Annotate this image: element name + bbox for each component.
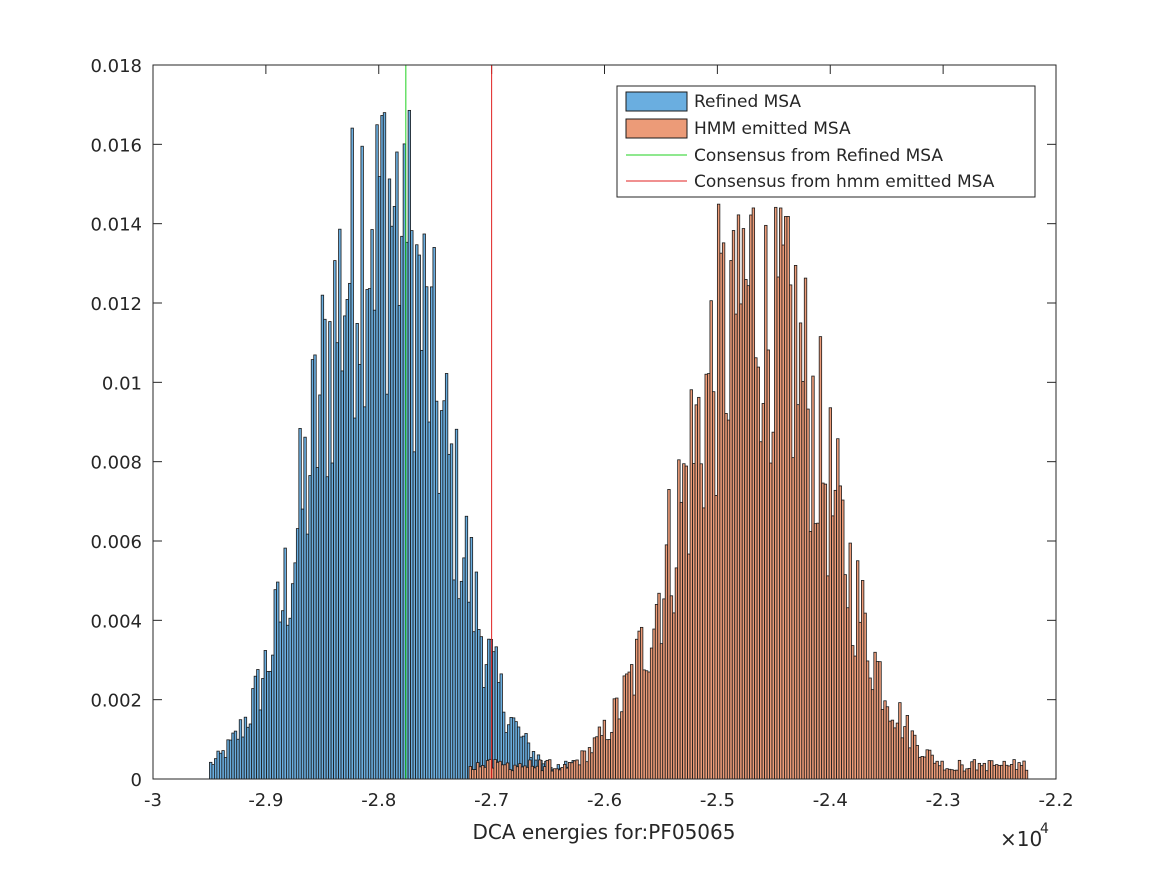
y-tick-label: 0.01 <box>102 373 142 394</box>
legend-swatch-hmm <box>625 118 688 139</box>
legend: Refined MSA HMM emitted MSA Consensus fr… <box>616 85 1036 198</box>
x-tick-label: -2.8 <box>361 790 396 811</box>
y-tick-label: 0.018 <box>90 56 142 77</box>
y-tick-label: 0.008 <box>90 453 142 474</box>
x-exponent: ×10 4 <box>1000 821 1049 851</box>
y-tick-label: 0.016 <box>90 135 142 156</box>
y-tick-labels: 0 0.002 0.004 0.006 0.008 0.01 0.012 0.014 0.016… <box>90 56 142 791</box>
refined-msa-bars <box>209 109 578 780</box>
x-tick-labels: -3 -2.9 -2.8 -2.7 -2.6 -2.5 -2.4 -2.3 -2.2 <box>144 790 1074 811</box>
y-tick-label: 0 <box>131 770 142 791</box>
x-tick-label: -2.6 <box>587 790 622 811</box>
legend-label-consensus-hmm: Consensus from hmm emitted MSA <box>694 172 995 192</box>
x-tick-label: -2.2 <box>1038 790 1073 811</box>
x-axis-label: DCA energies for:PF05065 <box>473 820 736 844</box>
y-tick-label: 0.014 <box>90 215 142 236</box>
hmm-msa-bar <box>1024 769 1029 780</box>
plot-frame <box>152 64 1057 780</box>
legend-swatch-refined <box>625 91 688 112</box>
y-tick-label: 0.004 <box>90 611 142 632</box>
x-tick-label: -2.4 <box>813 790 848 811</box>
legend-label-consensus-refined: Consensus from Refined MSA <box>694 146 943 166</box>
x-exponent-power: 4 <box>1040 821 1049 837</box>
x-tick-label: -2.3 <box>926 790 961 811</box>
legend-label-hmm: HMM emitted MSA <box>694 119 851 139</box>
x-tick-label: -3 <box>144 790 162 811</box>
y-tick-label: 0.002 <box>90 691 142 712</box>
x-tick-label: -2.9 <box>248 790 283 811</box>
legend-label-refined: Refined MSA <box>694 92 801 112</box>
x-tick-label: -2.7 <box>474 790 509 811</box>
y-tick-label: 0.006 <box>90 532 142 553</box>
y-tick-label: 0.012 <box>90 294 142 315</box>
consensus-lines <box>405 65 493 779</box>
x-tick-label: -2.5 <box>700 790 735 811</box>
x-exponent-base: ×10 <box>1000 827 1042 851</box>
